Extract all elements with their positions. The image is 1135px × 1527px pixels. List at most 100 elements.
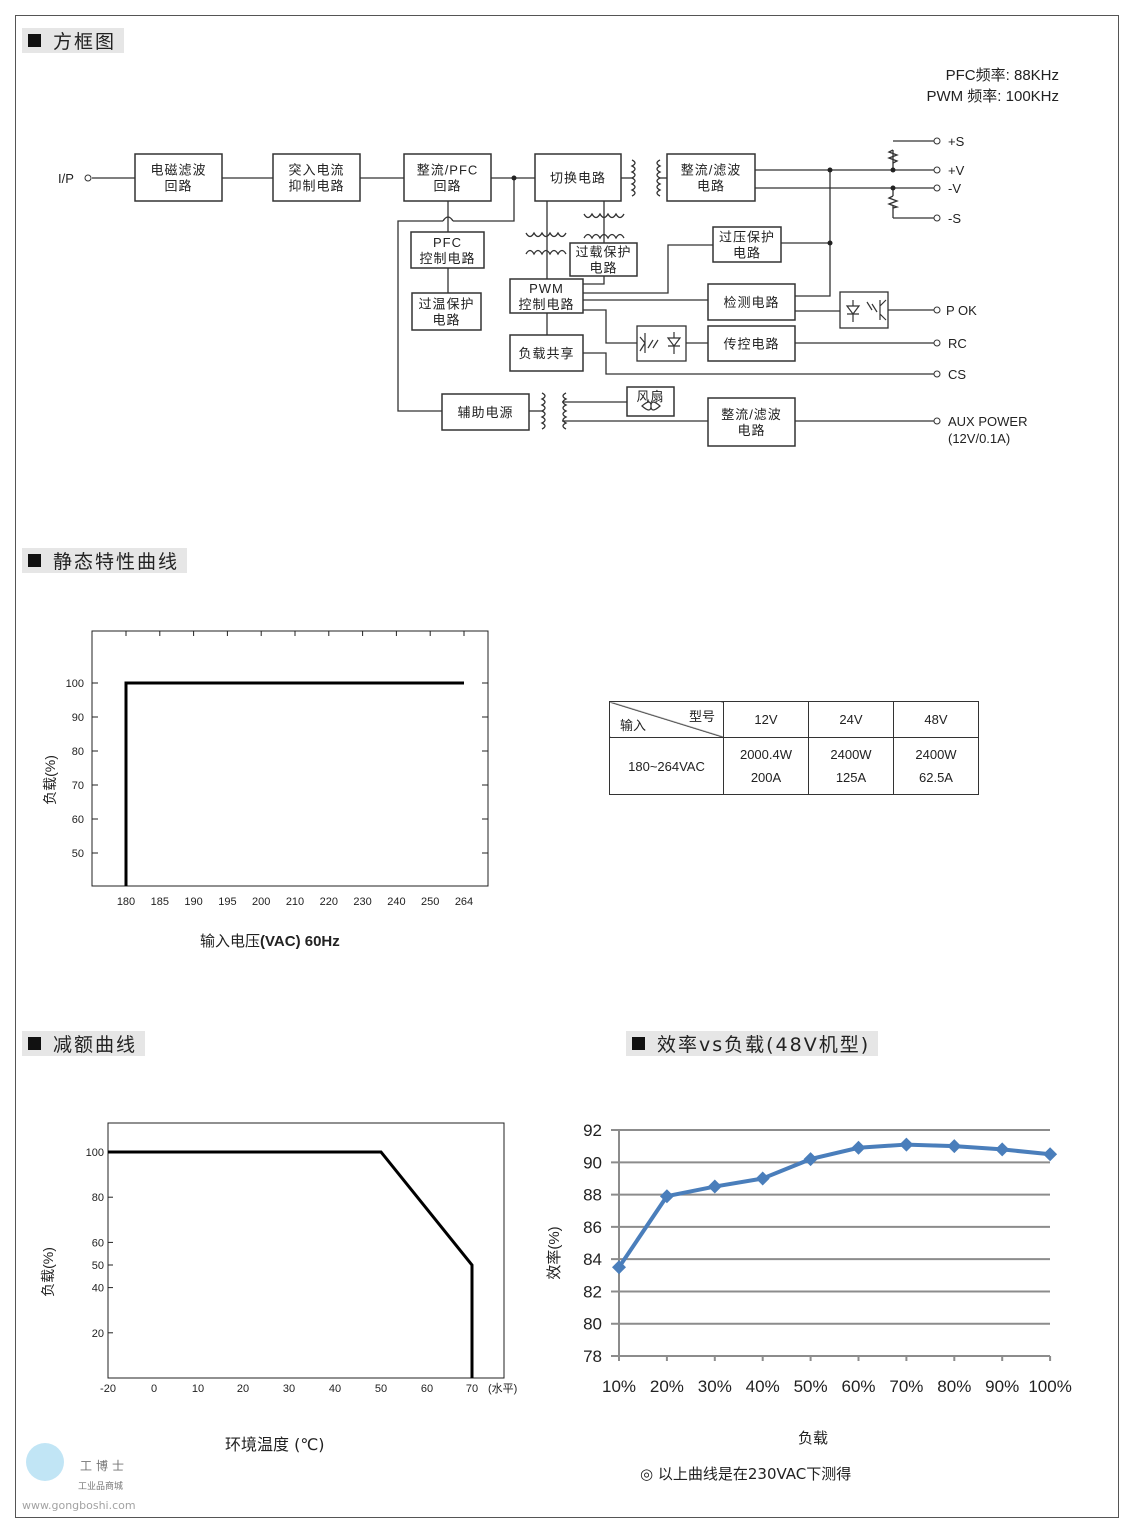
block-box — [707, 283, 796, 321]
block-label: 切换电路 — [550, 171, 606, 186]
block-diagram: I/P 电磁滤波回路突入电流抑制电路整流/PFC回路切换电路整流/滤波电路PFC… — [58, 134, 1027, 447]
table-input-cell: 180~264VAC — [609, 737, 724, 795]
section-title: 静态特性曲线 — [53, 551, 180, 573]
block-aux: 辅助电源 — [441, 393, 530, 431]
block-label: 检测电路 — [723, 295, 779, 310]
block-box — [712, 226, 782, 263]
block-box — [707, 397, 796, 447]
block-box — [707, 325, 796, 362]
output-plus-s: +S — [948, 134, 965, 149]
block-label: 电路 — [737, 423, 765, 438]
current-value: 200A — [750, 770, 782, 785]
block-label: 电路 — [697, 179, 725, 194]
block-box — [509, 334, 584, 372]
block-label: 电路 — [432, 313, 460, 328]
block-label: 风扇 — [636, 389, 664, 404]
optocoupler-pok-icon — [839, 291, 889, 329]
block-label: 传控电路 — [723, 337, 779, 352]
xlabel-suffix: (VAC) 60Hz — [260, 933, 340, 950]
block-label: 回路 — [164, 179, 192, 194]
section-title: 减额曲线 — [53, 1034, 138, 1056]
block-label: 整流/滤波 — [681, 163, 742, 178]
static-xlabel: 输入电压(VAC) 60Hz — [200, 930, 340, 951]
table-header-cell: 24V — [808, 701, 894, 738]
block-box — [272, 153, 361, 202]
block-label: 负载共享 — [518, 346, 574, 361]
optocoupler-rc-icon — [636, 325, 687, 362]
block-load-share: 负载共享 — [509, 334, 584, 372]
block-label: 抑制电路 — [288, 179, 344, 194]
mascot-icon — [26, 1443, 64, 1481]
power-value: 2400W — [915, 747, 957, 762]
output-pok: P OK — [946, 303, 977, 318]
block-box — [534, 153, 622, 202]
section-derating-curve: 减额曲线 — [22, 1031, 146, 1056]
output-rc: RC — [948, 336, 967, 351]
current-value: 125A — [835, 770, 867, 785]
block-label: PFC — [433, 235, 462, 250]
output-minus-v: -V — [948, 181, 961, 196]
block-box — [666, 153, 756, 202]
block-label: 辅助电源 — [457, 405, 513, 420]
block-detect: 检测电路 — [707, 283, 796, 321]
table-cell: 2000.4W 200A — [723, 737, 809, 795]
block-label: 过载保护 — [575, 245, 631, 260]
current-value: 62.5A — [919, 770, 953, 785]
footnote: ◎ 以上曲线是在230VAC下测得 — [640, 1465, 852, 1483]
pfc-frequency: PFC频率: 88KHz — [945, 67, 1059, 84]
corner-model: 型号 — [688, 709, 715, 724]
section-static-curve: 静态特性曲线 — [22, 548, 188, 573]
section-block-diagram: 方框图 — [22, 28, 125, 53]
pwm-frequency: PWM 频率: 100KHz — [926, 88, 1059, 105]
block-box — [626, 386, 675, 417]
output-minus-s: -S — [948, 211, 961, 226]
block-box — [411, 292, 482, 331]
block-label: PWM — [529, 281, 564, 296]
block-switching: 切换电路 — [534, 153, 622, 202]
block-box — [509, 278, 584, 314]
block-label: 控制电路 — [518, 297, 574, 312]
efficiency-xlabel: 负载 — [798, 1429, 829, 1447]
block-label: 电磁滤波 — [150, 163, 206, 178]
power-value: 2000.4W — [739, 747, 793, 762]
watermark-brand: 工博士 — [80, 1459, 129, 1473]
block-label: 控制电路 — [419, 251, 475, 266]
output-cs: CS — [948, 367, 966, 382]
input-label: I/P — [58, 171, 74, 186]
block-label: 过温保护 — [418, 297, 474, 312]
block-label: 电路 — [589, 261, 617, 276]
output-plus-v: +V — [948, 163, 965, 178]
table-header-cell: 12V — [723, 701, 809, 738]
watermark-logo: 工博士 工业品商城 www.gongboshi.com — [18, 1435, 148, 1515]
block-fan: 风扇 — [626, 386, 675, 417]
frequency-notes: PFC频率: 88KHz PWM 频率: 100KHz — [926, 65, 1059, 107]
block-label: 电路 — [733, 246, 761, 261]
block-label: 整流/滤波 — [721, 407, 782, 422]
block-box — [441, 393, 530, 431]
output-aux-rating: (12V/0.1A) — [948, 431, 1010, 446]
bullet-square-icon — [28, 34, 41, 47]
bullet-square-icon — [28, 554, 41, 567]
spec-table: 型号 输入 12V 24V 48V 180~264VAC 2000.4W 200A… — [609, 701, 979, 795]
block-remote: 传控电路 — [707, 325, 796, 362]
block-label: 过压保护 — [719, 230, 775, 245]
section-title: 方框图 — [53, 31, 117, 53]
corner-input: 输入 — [620, 718, 647, 733]
table-cell: 2400W 125A — [808, 737, 894, 795]
section-title: 效率vs负载(48V机型) — [657, 1034, 871, 1056]
table-corner-cell: 型号 输入 — [609, 701, 724, 738]
block-label: 整流/PFC — [417, 163, 479, 178]
block-box — [403, 153, 492, 202]
bullet-square-icon — [632, 1037, 645, 1050]
watermark-tagline: 工业品商城 — [78, 1482, 124, 1492]
